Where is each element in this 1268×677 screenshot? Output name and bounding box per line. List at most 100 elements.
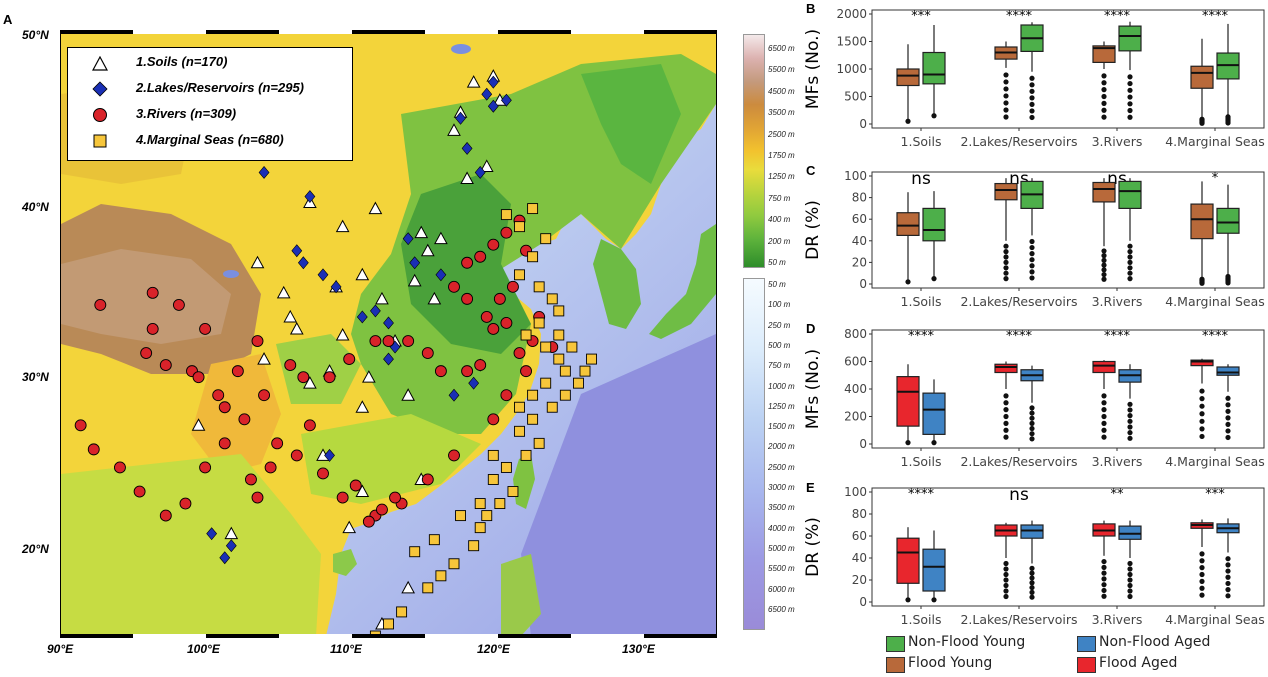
river-sample-marker <box>218 437 231 450</box>
box-flood-aged <box>1092 520 1116 599</box>
sea-sample-marker <box>559 365 571 377</box>
outlier-point <box>931 276 937 282</box>
sea-colorbar-label: 4000 m <box>768 523 795 533</box>
outlier-point <box>1101 434 1107 440</box>
plateau-core <box>61 249 231 344</box>
sea-colorbar <box>743 278 765 630</box>
outlier-point <box>1003 259 1009 265</box>
outlier-point <box>1101 576 1107 582</box>
sea-sample-marker <box>533 317 545 329</box>
sea-sample-marker <box>514 269 525 281</box>
outlier-point <box>1127 74 1133 80</box>
sea-colorbar-label: 500 m <box>768 340 791 350</box>
y-tick-label: 80 <box>852 191 867 205</box>
box-non-flood-aged <box>922 379 946 446</box>
river-sample-marker <box>231 365 244 378</box>
soil-sample-marker <box>401 388 415 401</box>
lon-label-120e: 120°E <box>477 642 510 656</box>
outlier-point <box>1225 562 1231 568</box>
sea-sample-marker <box>487 474 499 485</box>
land-colorbar-label: 400 m <box>768 215 791 225</box>
outlier-point <box>1003 72 1009 78</box>
outlier-point <box>1127 593 1133 600</box>
soil-sample-marker <box>368 201 383 215</box>
outlier-point <box>1199 571 1205 578</box>
box-legend: Non-Flood Young Non-Flood Aged Flood You… <box>882 633 1262 675</box>
box-body <box>1190 359 1214 367</box>
outlier-point <box>931 597 937 603</box>
land-colorbar-label: 4500 m <box>768 86 795 96</box>
lake-sample-marker <box>370 304 381 318</box>
box-non-flood-young <box>922 25 946 119</box>
river-sample-marker <box>140 347 153 360</box>
river-sample-marker <box>251 335 264 347</box>
outlier-point <box>1225 395 1231 401</box>
category-label: 2.Lakes/Reservoirs <box>960 294 1077 309</box>
outlier-point <box>1029 589 1035 595</box>
category-label: 3.Rivers <box>1092 294 1143 309</box>
outlier-point <box>1199 433 1205 440</box>
y-tick-label: 0 <box>859 437 867 451</box>
sea-sample-marker <box>520 329 532 341</box>
outlier-point <box>1225 574 1231 580</box>
outlier-point <box>1101 407 1107 413</box>
y-tick-label: 600 <box>844 355 867 369</box>
outlier-point <box>1003 571 1009 578</box>
blue-diamond-icon <box>92 81 108 97</box>
river-sample-marker <box>421 473 434 486</box>
outlier-point <box>1127 582 1133 589</box>
significance-label: **** <box>908 487 935 502</box>
river-sample-marker <box>513 347 526 360</box>
significance-label: **** <box>1006 329 1033 344</box>
box-body <box>922 51 946 85</box>
soil-sample-marker <box>335 219 350 233</box>
sea-sample-marker <box>586 353 597 365</box>
outlier-point <box>1225 120 1231 126</box>
sea-sample-marker <box>383 618 394 630</box>
river-sample-marker <box>520 365 532 378</box>
outlier-point <box>1225 428 1231 434</box>
outlier-point <box>1029 436 1035 442</box>
outlier-point <box>905 118 911 124</box>
river-sample-marker <box>448 449 460 462</box>
y-axis-label: MFs (No.) <box>803 349 823 429</box>
y-tick-label: 0 <box>859 277 867 291</box>
sea-sample-marker <box>546 293 558 305</box>
outlier-point <box>1127 407 1133 413</box>
outlier-point <box>1029 238 1035 245</box>
outlier-point <box>1003 243 1009 249</box>
sea-sample-marker <box>520 449 532 461</box>
outlier-point <box>1101 276 1107 282</box>
sea-sample-marker <box>409 546 421 558</box>
soil-sample-marker <box>479 159 494 172</box>
lat-label-50n: 50°N <box>22 28 49 42</box>
river-sample-marker <box>218 401 231 414</box>
soil-sample-marker <box>335 327 350 341</box>
y-tick-label: 2000 <box>836 7 867 21</box>
outlier-point <box>1199 592 1205 598</box>
sea-colorbar-label: 5000 m <box>768 543 795 553</box>
sea-sample-marker <box>533 281 545 293</box>
sea-sample-marker <box>448 558 460 570</box>
red-circle-icon <box>93 108 107 122</box>
box-non-flood-aged <box>1216 518 1240 599</box>
box-body <box>1118 180 1142 209</box>
y-tick-label: 40 <box>852 551 867 565</box>
outlier-point <box>1225 421 1231 428</box>
soil-sample-marker <box>289 321 304 335</box>
box-non-flood-aged <box>1216 364 1240 441</box>
outlier-point <box>1127 87 1133 93</box>
lake-sample-marker <box>383 316 394 330</box>
map-frame-bottom-ticks <box>60 634 717 638</box>
river-sample-marker <box>461 256 474 269</box>
lake-sample-marker <box>487 99 499 113</box>
significance-label: ns <box>1009 485 1029 505</box>
box-body <box>1190 65 1214 89</box>
river-sample-marker <box>284 359 297 372</box>
soil-sample-marker <box>414 225 429 239</box>
category-label: 3.Rivers <box>1092 134 1143 149</box>
river-sample-marker <box>507 280 519 293</box>
river-sample-marker <box>159 359 172 372</box>
elevation-map <box>61 34 716 636</box>
